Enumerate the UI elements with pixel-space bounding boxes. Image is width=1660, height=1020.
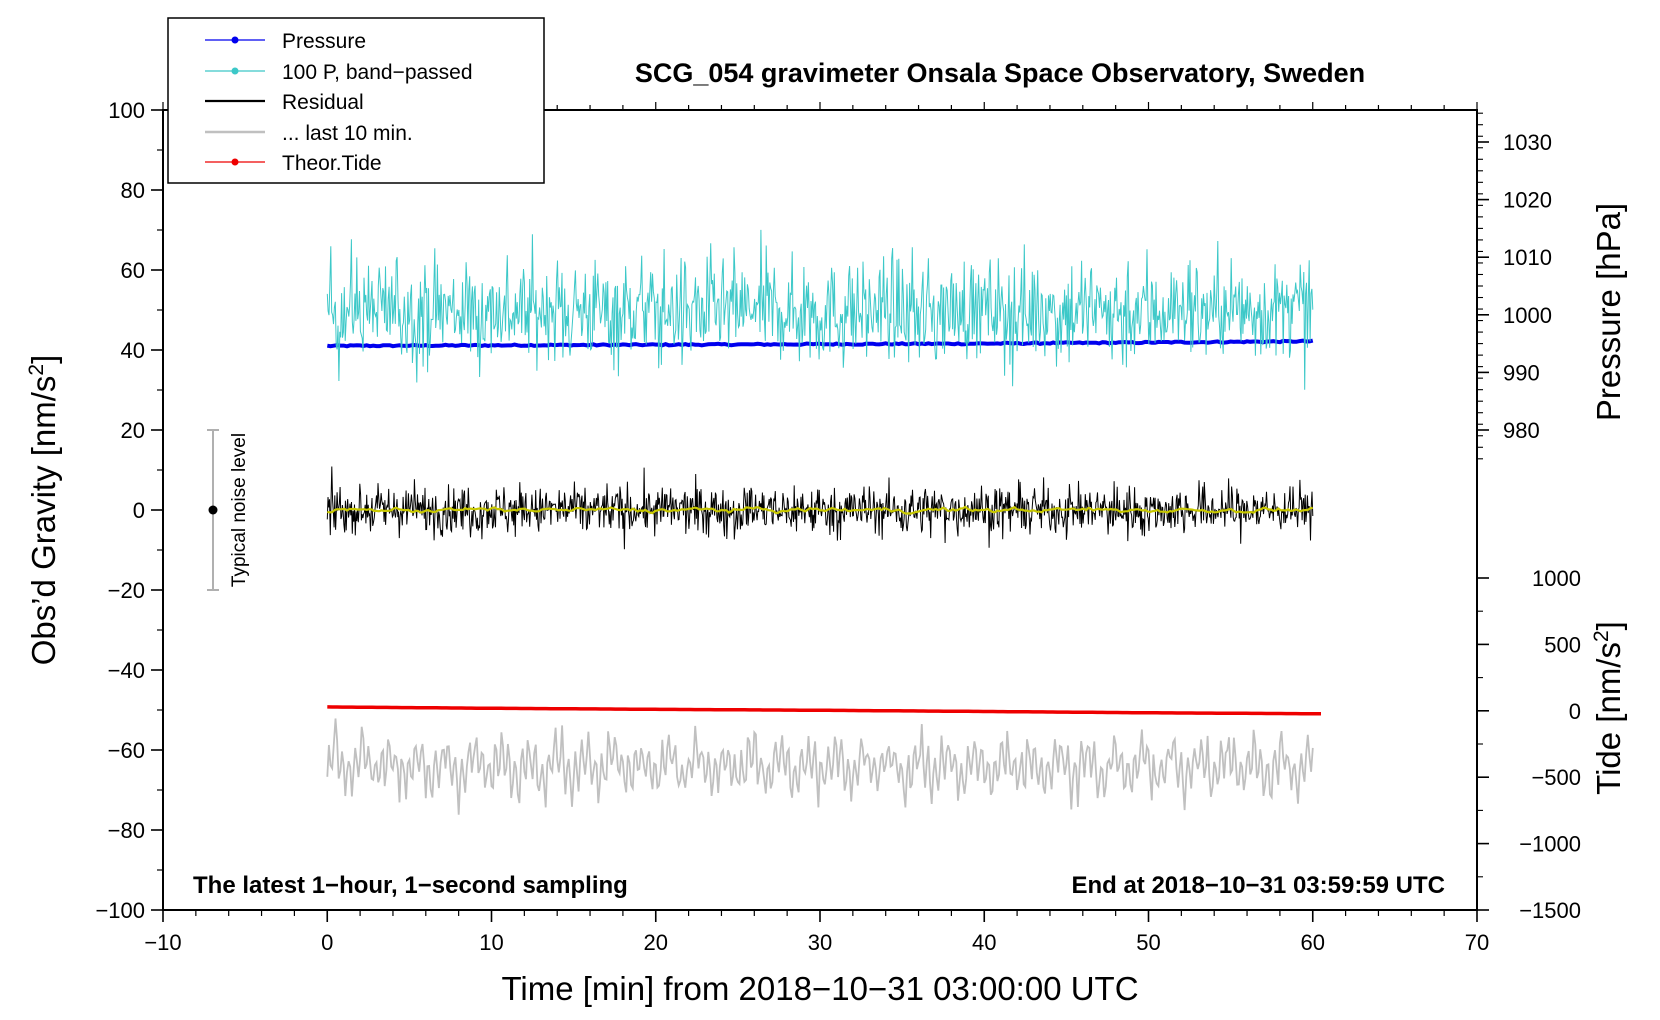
series-residual bbox=[326, 466, 1314, 550]
chart-legend: Pressure 100 P, band−passed Residual ...… bbox=[167, 17, 545, 184]
legend-entry-bandpassed: 100 P, band−passed bbox=[205, 61, 473, 84]
tide-tick-label: 500 bbox=[1544, 632, 1581, 657]
pressure-tick-label: 1010 bbox=[1503, 245, 1552, 270]
y-tick-label: 40 bbox=[121, 338, 145, 363]
legend-label-bandpassed: 100 P, band−passed bbox=[282, 61, 473, 84]
y-axis-title-tide: Tide [nm/s2] bbox=[1590, 621, 1627, 795]
tide-tick-label: −1500 bbox=[1519, 898, 1581, 923]
x-tick-label: 50 bbox=[1136, 930, 1160, 955]
x-tick-label: 40 bbox=[972, 930, 996, 955]
x-tick-label: 60 bbox=[1301, 930, 1325, 955]
x-tick-label: 20 bbox=[644, 930, 668, 955]
legend-entry-tide: Theor.Tide bbox=[205, 152, 382, 175]
x-axis-title: Time [min] from 2018−10−31 03:00:00 UTC bbox=[501, 970, 1138, 1007]
series-theor-tide bbox=[327, 705, 1321, 716]
tide-tick-label: −1000 bbox=[1519, 832, 1581, 857]
y-tick-label: 20 bbox=[121, 418, 145, 443]
noise-bar-center-dot bbox=[208, 505, 218, 515]
y-tick-label: 80 bbox=[121, 178, 145, 203]
tide-tick-label: −500 bbox=[1531, 765, 1581, 790]
tide-tick-label: 1000 bbox=[1532, 566, 1581, 591]
legend-label-last10: ... last 10 min. bbox=[282, 122, 413, 145]
noise-bar-label: Typical noise level bbox=[229, 433, 250, 587]
series-residual-smoothed bbox=[327, 505, 1314, 515]
note-bottom-right: End at 2018−10−31 03:59:59 UTC bbox=[1071, 872, 1445, 899]
noise-level-indicator: Typical noise level bbox=[207, 429, 250, 591]
plot-series-layer bbox=[326, 229, 1321, 815]
y-tick-label: 100 bbox=[108, 98, 145, 123]
axes-layer: −10 0 10 20 30 40 50 60 70−100−80−60−40−20020406… bbox=[95, 98, 1581, 955]
x-tick-label: −10 bbox=[144, 930, 181, 955]
pressure-tick-label: 980 bbox=[1503, 418, 1540, 443]
x-tick-label: 70 bbox=[1465, 930, 1489, 955]
legend-label-pressure: Pressure bbox=[282, 30, 366, 53]
pressure-tick-label: 1030 bbox=[1503, 130, 1552, 155]
pressure-tick-label: 990 bbox=[1503, 360, 1540, 385]
x-tick-label: 10 bbox=[479, 930, 503, 955]
note-bottom-left: The latest 1−hour, 1−second sampling bbox=[193, 872, 628, 899]
legend-entry-pressure: Pressure bbox=[205, 30, 366, 53]
series-pressure bbox=[326, 338, 1314, 349]
y-axis-title-left: Obs’d Gravity [nm/s2] bbox=[25, 355, 62, 666]
chart-title: SCG_054 gravimeter Onsala Space Observat… bbox=[635, 58, 1365, 88]
y-tick-label: −60 bbox=[108, 738, 145, 763]
legend-label-tide: Theor.Tide bbox=[282, 152, 382, 175]
x-tick-label: 30 bbox=[808, 930, 832, 955]
legend-entry-last10: ... last 10 min. bbox=[205, 122, 413, 145]
legend-marker-bandpassed bbox=[231, 67, 239, 75]
y-tick-label: −80 bbox=[108, 818, 145, 843]
legend-entry-residual: Residual bbox=[205, 91, 364, 114]
x-tick-label: 0 bbox=[321, 930, 333, 955]
legend-label-residual: Residual bbox=[282, 91, 364, 114]
y-tick-label: 0 bbox=[133, 498, 145, 523]
y-tick-label: −100 bbox=[95, 898, 145, 923]
series-last-10-min bbox=[326, 718, 1314, 815]
pressure-tick-label: 1000 bbox=[1503, 303, 1552, 328]
y-axis-title-pressure: Pressure [hPa] bbox=[1590, 203, 1627, 421]
pressure-tick-label: 1020 bbox=[1503, 188, 1552, 213]
legend-marker-pressure bbox=[231, 36, 239, 44]
legend-marker-tide bbox=[231, 158, 239, 166]
y-tick-label: −20 bbox=[108, 578, 145, 603]
series-pressure-bandpassed bbox=[326, 229, 1314, 390]
y-tick-label: 60 bbox=[121, 258, 145, 283]
tide-tick-label: 0 bbox=[1569, 699, 1581, 724]
y-tick-label: −40 bbox=[108, 658, 145, 683]
